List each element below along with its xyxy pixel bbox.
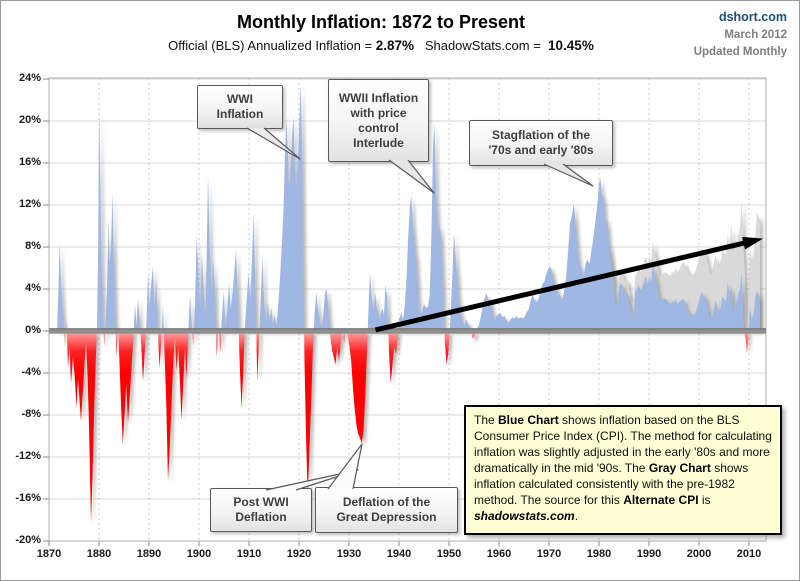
x-tick-label: 1920 xyxy=(286,548,312,560)
source-date: March 2012 xyxy=(724,28,787,41)
explanation-note-box: The Blue Chart shows inflation based on … xyxy=(464,405,782,535)
trend-arrow-shaft xyxy=(374,239,749,333)
x-tick-label: 1870 xyxy=(36,548,62,560)
y-tick-label: 24% xyxy=(18,72,41,84)
x-tick-label: 1940 xyxy=(386,548,412,560)
trend-arrow-head xyxy=(742,236,763,250)
x-tick-label: 1890 xyxy=(136,548,162,560)
callout-post-wwi-deflation: Post WWI Deflation xyxy=(210,488,312,532)
callout-post-wwi-deflation-label: Post WWI Deflation xyxy=(233,495,289,524)
y-tick-label: -12% xyxy=(15,450,41,462)
callout-wwi-inflation: WWI Inflation xyxy=(197,85,283,129)
x-tick-label: 1970 xyxy=(536,548,562,560)
chart-title: Monthly Inflation: 1872 to Present xyxy=(236,12,526,32)
y-tick-label: 16% xyxy=(18,156,41,168)
x-tick-label: 2010 xyxy=(736,548,762,560)
y-tick-label: 4% xyxy=(25,282,41,294)
plot-border xyxy=(48,77,767,542)
source-block: dshort.com March 2012 Updated Monthly xyxy=(694,8,787,61)
chart-subtitle: Official (BLS) Annualized Inflation = 2.… xyxy=(168,38,594,53)
source-note: Updated Monthly xyxy=(693,46,787,58)
x-tick-label: 1930 xyxy=(336,548,362,560)
y-tick-label: 12% xyxy=(18,198,41,210)
x-tick-label: 2000 xyxy=(686,548,712,560)
x-tick-label: 1990 xyxy=(636,548,662,560)
y-tick-label: -20% xyxy=(15,534,41,546)
y-tick-label: -4% xyxy=(21,366,41,378)
source-site: dshort.com xyxy=(718,10,787,24)
callout-great-depression-deflation-label: Deflation of the Great Depression xyxy=(336,495,437,524)
y-tick-label: 8% xyxy=(25,240,41,252)
y-tick-label: 20% xyxy=(18,114,41,126)
y-tick-label: 0% xyxy=(25,324,41,336)
x-tick-label: 1910 xyxy=(236,548,262,560)
callout-wwii-inflation-label: WWII Inflation with price control Interl… xyxy=(338,90,419,150)
official-cpi-inflation-area xyxy=(57,83,760,332)
x-tick-label: 1880 xyxy=(86,548,112,560)
callout-great-depression-deflation: Deflation of the Great Depression xyxy=(315,487,458,533)
y-tick-label: -16% xyxy=(15,492,41,504)
x-tick-label: 1980 xyxy=(586,548,612,560)
x-tick-label: 1950 xyxy=(436,548,462,560)
y-tick-label: -8% xyxy=(21,408,41,420)
callout-stagflation: Stagflation of the '70s and early '80s xyxy=(469,120,613,166)
callout-wwii-inflation: WWII Inflation with price control Interl… xyxy=(328,79,429,162)
x-tick-label: 1900 xyxy=(186,548,212,560)
x-tick-label: 1960 xyxy=(486,548,512,560)
callout-wwi-inflation-label: WWI Inflation xyxy=(216,92,264,121)
callout-stagflation-label: Stagflation of the '70s and early '80s xyxy=(488,128,594,157)
zero-line-edge xyxy=(49,328,766,330)
zero-line xyxy=(49,328,766,334)
